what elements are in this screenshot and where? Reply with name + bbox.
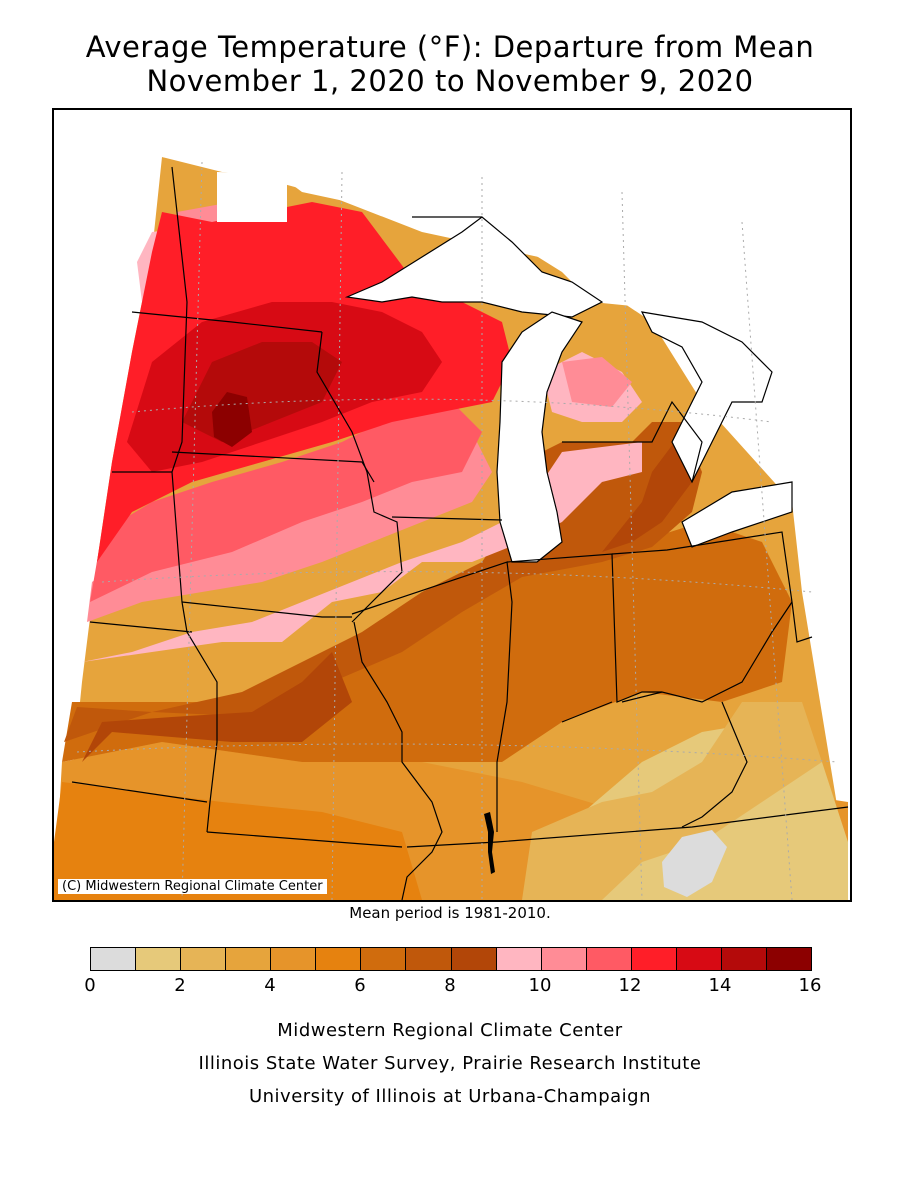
- footer-line3: University of Illinois at Urbana-Champai…: [248, 1086, 652, 1107]
- legend-color-box: [226, 948, 272, 970]
- legend-color-box: [316, 948, 362, 970]
- legend-color-box: [676, 948, 722, 970]
- legend-color-box: [541, 948, 587, 970]
- legend-tick-label: 14: [708, 975, 732, 996]
- footer-line1: Midwestern Regional Climate Center: [277, 1020, 623, 1041]
- legend-color-box: [181, 948, 227, 970]
- mean-period-note: Mean period is 1981-2010.: [349, 904, 551, 922]
- map-credit: (C) Midwestern Regional Climate Center: [58, 879, 327, 894]
- color-legend: [90, 947, 812, 971]
- legend-color-box: [361, 948, 407, 970]
- temperature-departure-map: [52, 108, 852, 902]
- legend-tick-label: 0: [84, 975, 96, 996]
- legend-color-box: [721, 948, 767, 970]
- legend-tick-label: 6: [354, 975, 366, 996]
- legend-color-box: [631, 948, 677, 970]
- legend-color-box: [496, 948, 542, 970]
- legend-color-box: [406, 948, 452, 970]
- legend-color-box: [586, 948, 632, 970]
- legend-color-box: [451, 948, 497, 970]
- legend-color-box: [271, 948, 317, 970]
- legend-tick-label: 12: [618, 975, 642, 996]
- chart-title-line2: November 1, 2020 to November 9, 2020: [146, 64, 754, 98]
- legend-tick-label: 10: [528, 975, 552, 996]
- footer-line2: Illinois State Water Survey, Prairie Res…: [198, 1053, 702, 1074]
- legend-tick-label: 8: [444, 975, 456, 996]
- legend-color-box: [91, 948, 137, 970]
- legend-tick-label: 16: [798, 975, 822, 996]
- legend-color-box: [766, 948, 811, 970]
- legend-color-box: [136, 948, 182, 970]
- legend-tick-label: 4: [264, 975, 276, 996]
- legend-tick-label: 2: [174, 975, 186, 996]
- chart-title-line1: Average Temperature (°F): Departure from…: [85, 30, 815, 64]
